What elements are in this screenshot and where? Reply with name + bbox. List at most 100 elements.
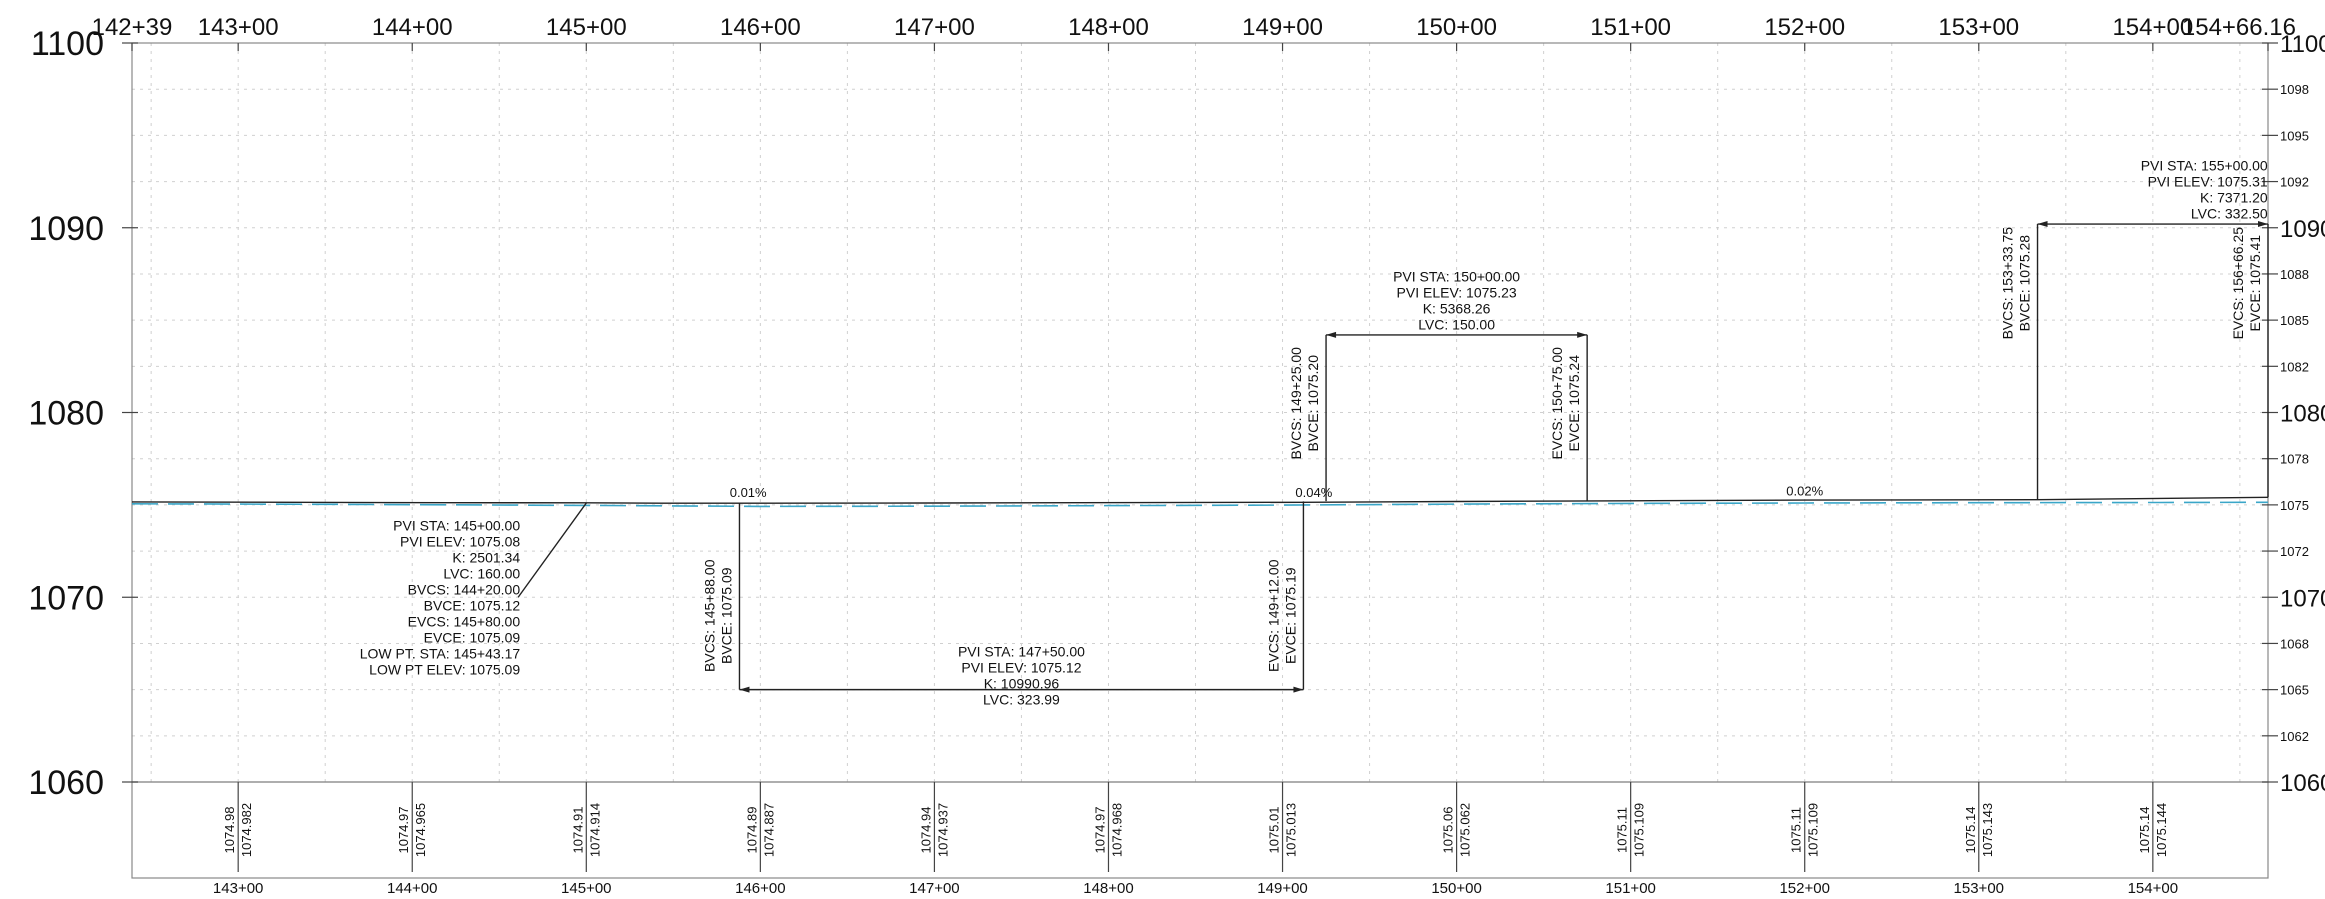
existing-elevation-value: 1074.97 <box>1092 807 1107 854</box>
pvi-annotation-line: PVI ELEV: 1075.31 <box>2148 173 2268 189</box>
pvi-annotation-line: PVI STA: 147+50.00 <box>958 643 1085 659</box>
curve-marker-label: EVCS: 156+66.25EVCE: 1075.41 <box>2230 227 2263 340</box>
right-axis-label: 1068 <box>2280 636 2309 651</box>
grid-lines <box>132 43 2268 782</box>
existing-ground-line <box>131 501 2269 508</box>
arrowhead-right <box>1293 686 1304 693</box>
pvi-annotation-line: EVCS: 145+80.00 <box>408 614 521 630</box>
curve-marker-label-line: EVCE: 1075.19 <box>1282 567 1298 664</box>
curve-marker-label: BVCS: 149+25.00BVCE: 1075.20 <box>1288 347 1321 460</box>
curve-marker-label: EVCS: 149+12.00EVCE: 1075.19 <box>1265 559 1298 672</box>
bottom-axis-label: 153+00 <box>1954 880 2004 897</box>
top-axis-label: 146+00 <box>720 14 801 41</box>
pvi-annotation-line: LVC: 332.50 <box>2191 205 2268 221</box>
pvi-annotation-line: PVI STA: 155+00.00 <box>2141 157 2268 173</box>
proposed-elevation-value: 1074.937 <box>935 803 950 857</box>
arrowhead-left <box>2037 221 2048 228</box>
proposed-profile-line <box>131 496 2269 504</box>
pvi-annotation-line: K: 10990.96 <box>984 675 1060 691</box>
top-axis-label: 154+00 <box>2112 14 2193 41</box>
pvi-annotation-line: PVI STA: 145+00.00 <box>393 518 520 534</box>
pvi-annotation-line: BVCE: 1075.12 <box>424 598 521 614</box>
bottom-axis-label: 145+00 <box>561 880 611 897</box>
bottom-axis-label: 143+00 <box>213 880 263 897</box>
left-axis-label: 1090 <box>28 210 104 248</box>
top-axis-label: 142+39 <box>92 14 173 41</box>
right-axis-label: 1070 <box>2280 585 2325 612</box>
right-axis-label: 1085 <box>2280 313 2309 328</box>
existing-elevation-value: 1075.06 <box>1441 807 1456 854</box>
proposed-elevation-value: 1074.914 <box>587 803 602 857</box>
profile-series: 0.01% 0.04% 0.02% <box>131 483 2269 508</box>
bottom-axis-label: 144+00 <box>387 880 437 897</box>
pvi-annotation-line: LVC: 160.00 <box>443 566 520 582</box>
right-axis-label: 1088 <box>2280 267 2309 282</box>
left-axis-label: 1100 <box>31 25 104 63</box>
top-axis-label: 152+00 <box>1764 14 1845 41</box>
curve-marker-label-line: EVCS: 150+75.00 <box>1549 347 1565 460</box>
bottom-axis-label: 154+00 <box>2128 880 2178 897</box>
grade-label: 0.04% <box>1295 485 1332 500</box>
existing-elevation-value: 1075.14 <box>2137 807 2152 854</box>
top-axis-label: 144+00 <box>372 14 453 41</box>
existing-elevation-value: 1074.89 <box>744 807 759 854</box>
pvi-annotation-line: PVI ELEV: 1075.08 <box>400 534 520 550</box>
proposed-elevation-value: 1075.109 <box>1632 803 1647 857</box>
bottom-axis-label: 148+00 <box>1083 880 1133 897</box>
bottom-axis-label: 147+00 <box>909 880 959 897</box>
proposed-elevation-value: 1075.143 <box>1980 803 1995 857</box>
proposed-elevation-value: 1075.144 <box>2154 803 2169 857</box>
existing-elevation-value: 1074.98 <box>222 807 237 854</box>
table-border <box>131 781 2269 879</box>
right-axis-label: 1092 <box>2280 175 2309 190</box>
pvi-annotation-line: LVC: 150.00 <box>1418 316 1495 332</box>
vertical-curve-markers: BVCS: 145+88.00BVCE: 1075.09 EVCS: 149+12… <box>701 221 2269 693</box>
right-axis-label: 1075 <box>2280 498 2309 513</box>
right-axis-label: 1080 <box>2280 401 2325 428</box>
left-axis-label: 1060 <box>28 764 104 802</box>
existing-elevation-value: 1075.01 <box>1267 807 1282 854</box>
bottom-axis-label: 152+00 <box>1779 880 1829 897</box>
bottom-axis-label: 150+00 <box>1431 880 1481 897</box>
top-axis-label: 147+00 <box>894 14 975 41</box>
curve-marker-label-line: EVCE: 1075.41 <box>2247 235 2263 332</box>
pvi-annotation-line: PVI STA: 150+00.00 <box>1393 268 1520 284</box>
pvi-annotation-line: EVCE: 1075.09 <box>424 630 521 646</box>
curve-marker-label-line: BVCS: 149+25.00 <box>1288 347 1304 460</box>
existing-elevation-value: 1074.94 <box>918 807 933 854</box>
left-axis-label: 1070 <box>28 579 104 617</box>
proposed-elevation-value: 1074.887 <box>761 803 776 857</box>
pvi-annotation-line: LOW PT. STA: 145+43.17 <box>360 646 521 662</box>
pvi-annotation-line: BVCS: 144+20.00 <box>408 582 521 598</box>
arrowhead-right <box>1577 331 1588 338</box>
plot-frame <box>131 42 2269 879</box>
curve-marker-label-line: EVCE: 1075.24 <box>1566 355 1582 452</box>
pvi-annotation-line: K: 5368.26 <box>1423 300 1491 316</box>
curve-marker-label-line: EVCS: 149+12.00 <box>1265 559 1281 672</box>
axis-labels: 142+39 143+00 144+00 145+00 146+00 147+00 148+… <box>28 14 2325 802</box>
right-axis-label: 1062 <box>2280 729 2309 744</box>
curve-marker-label: EVCS: 150+75.00EVCE: 1075.24 <box>1549 347 1582 460</box>
curve-marker-label-line: BVCS: 145+88.00 <box>701 559 717 672</box>
pvi-annotation-line: K: 7371.20 <box>2200 189 2268 205</box>
proposed-elevation-value: 1075.013 <box>1284 803 1299 857</box>
top-axis-label: 143+00 <box>198 14 279 41</box>
pvi-annotation-line: LVC: 323.99 <box>983 691 1060 707</box>
pvi-annotation-line: K: 2501.34 <box>452 550 520 566</box>
top-axis-label: 153+00 <box>1938 14 2019 41</box>
curve-marker-label-line: BVCE: 1075.28 <box>2017 235 2033 332</box>
proposed-elevation-value: 1074.968 <box>1109 803 1124 857</box>
arrowhead-left <box>1326 331 1337 338</box>
proposed-elevation-value: 1074.965 <box>413 803 428 857</box>
pvi-annotation-line: LOW PT ELEV: 1075.09 <box>369 662 520 678</box>
existing-elevation-value: 1074.97 <box>396 807 411 854</box>
top-axis-label: 151+00 <box>1590 14 1671 41</box>
pvi-annotation-line: PVI ELEV: 1075.12 <box>961 659 1081 675</box>
top-axis-label: 150+00 <box>1416 14 1497 41</box>
existing-elevation-value: 1075.11 <box>1615 807 1630 853</box>
curve-marker-label-line: BVCE: 1075.09 <box>718 567 734 664</box>
elevation-table: 1074.98 1074.982 1074.97 1074.965 1074.91 107… <box>213 782 2178 897</box>
grade-label: 0.01% <box>730 485 767 500</box>
top-axis-label: 145+00 <box>546 14 627 41</box>
